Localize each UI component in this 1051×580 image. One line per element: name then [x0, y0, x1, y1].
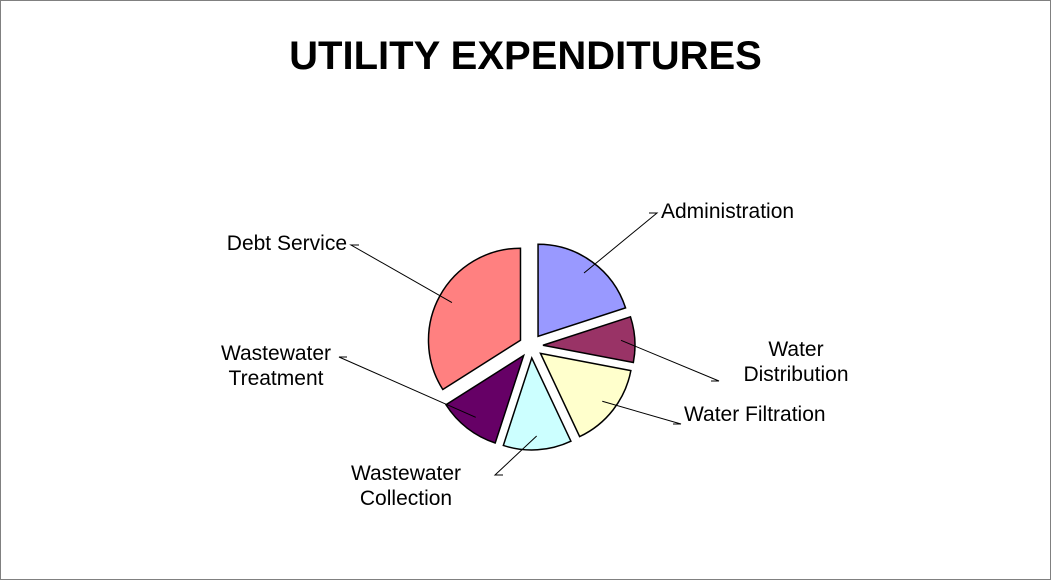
leader-line [349, 244, 453, 303]
slice-label: Wastewater Treatment [220, 342, 332, 390]
pie-slice [539, 352, 632, 438]
leader-line [602, 400, 682, 425]
leader-line [620, 339, 720, 382]
leader-line [338, 356, 476, 418]
pie-slice [542, 315, 636, 364]
pie-slice [444, 353, 526, 444]
slice-label: Debt Service [226, 232, 347, 255]
pie-slice [537, 243, 627, 338]
slice-label: Wastewater Collection [350, 462, 462, 510]
slice-label: Administration [661, 200, 795, 223]
chart-title: UTILITY EXPENDITURES [289, 34, 762, 78]
slice-label: Water Distribution [743, 338, 849, 386]
leader-line [583, 212, 659, 274]
slice-label: Water Filtration [684, 403, 826, 426]
pie-slice [502, 355, 572, 451]
leader-line [493, 435, 538, 476]
